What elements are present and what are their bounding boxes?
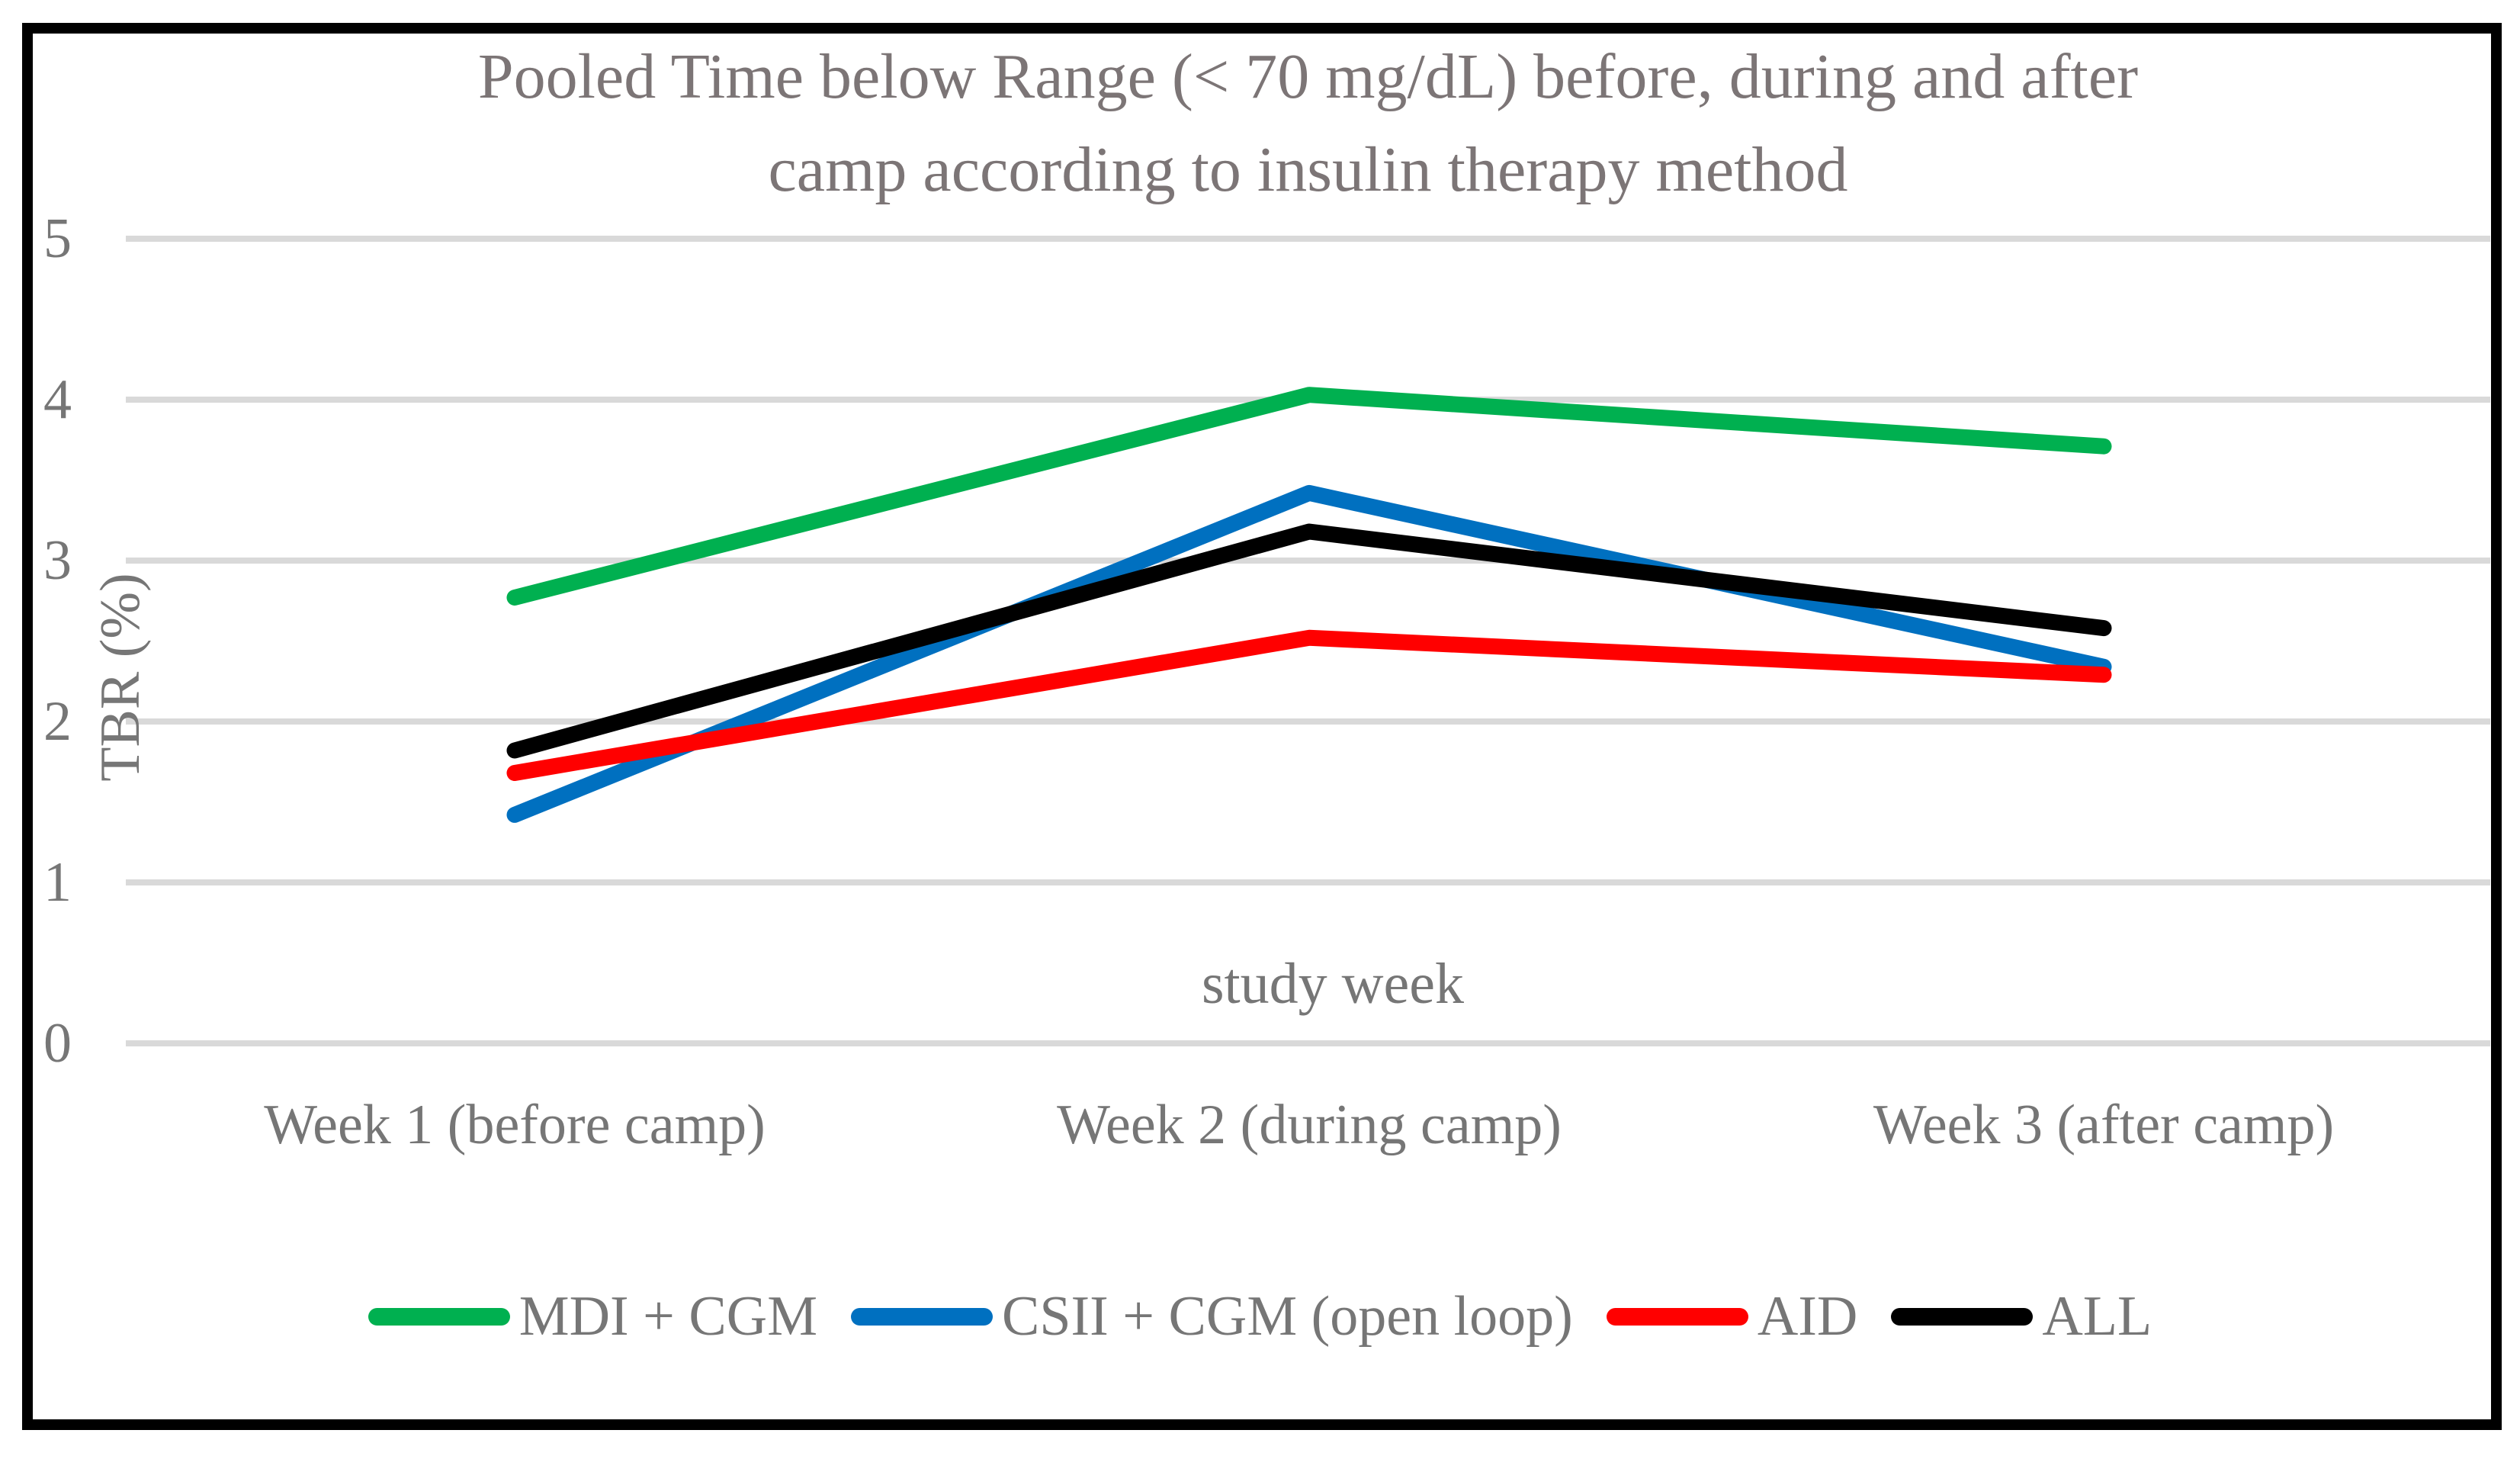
x-axis-title: study week — [1201, 952, 1465, 1016]
chart-title-line2: camp according to insulin therapy method — [768, 134, 1848, 205]
legend: MDI + CGM CSII + CGM (open loop) AID ALL — [46, 1281, 2474, 1351]
y-tick-label-1: 1 — [43, 851, 72, 914]
legend-label-csii-cgm-open-loop: CSII + CGM (open loop) — [1002, 1285, 1573, 1348]
legend-swatch-all — [1891, 1307, 2034, 1326]
y-tick-label-0: 0 — [43, 1012, 72, 1075]
figure-border — [22, 23, 2502, 1430]
legend-swatch-csii-cgm-open-loop — [851, 1307, 993, 1326]
legend-label-mdi-cgm: MDI + CGM — [518, 1285, 817, 1348]
chart-title-line1: Pooled Time below Range (< 70 mg/dL) bef… — [477, 41, 2139, 112]
legend-swatch-aid — [1606, 1307, 1748, 1326]
series-line-csii-cgm-open-loop — [506, 484, 2112, 823]
legend-item-mdi-cgm: MDI + CGM — [368, 1284, 817, 1348]
legend-swatch-mdi-cgm — [368, 1307, 510, 1326]
legend-label-all: ALL — [2042, 1285, 2152, 1348]
series-line-all — [506, 523, 2112, 759]
x-tick-label-week-3-after-camp: Week 3 (after camp) — [1873, 1094, 2335, 1156]
series-line-mdi-cgm — [506, 387, 2112, 606]
y-axis-title: TBR (%) — [89, 573, 152, 782]
legend-label-aid: AID — [1757, 1285, 1858, 1348]
y-tick-label-2: 2 — [43, 690, 72, 753]
legend-item-all: ALL — [1891, 1284, 2152, 1348]
legend-item-csii-cgm-open-loop: CSII + CGM (open loop) — [851, 1284, 1573, 1348]
legend-item-aid: AID — [1606, 1284, 1858, 1348]
x-tick-label-week-2-during-camp: Week 2 (during camp) — [1057, 1094, 1562, 1156]
y-tick-label-3: 3 — [43, 529, 72, 592]
y-tick-label-5: 5 — [43, 207, 72, 270]
chart-title: Pooled Time below Range (< 70 mg/dL) bef… — [126, 31, 2490, 217]
x-tick-label-week-1-before-camp: Week 1 (before camp) — [264, 1094, 766, 1156]
y-tick-label-4: 4 — [43, 368, 72, 431]
series-line-aid — [506, 629, 2112, 781]
